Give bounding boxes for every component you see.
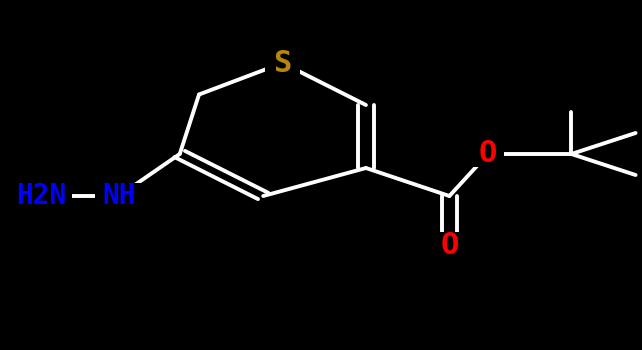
Text: H2N: H2N bbox=[17, 182, 67, 210]
Text: O: O bbox=[440, 231, 458, 259]
Text: NH: NH bbox=[102, 182, 135, 210]
FancyBboxPatch shape bbox=[95, 183, 143, 209]
FancyBboxPatch shape bbox=[433, 232, 465, 258]
FancyBboxPatch shape bbox=[12, 183, 73, 209]
FancyBboxPatch shape bbox=[265, 50, 300, 76]
Text: O: O bbox=[479, 140, 497, 168]
FancyBboxPatch shape bbox=[472, 141, 504, 167]
Text: S: S bbox=[273, 49, 291, 77]
